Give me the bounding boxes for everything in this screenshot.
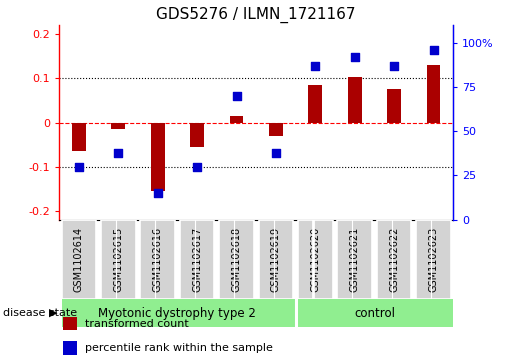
Text: Myotonic dystrophy type 2: Myotonic dystrophy type 2 xyxy=(98,307,256,319)
Bar xyxy=(426,65,440,122)
Bar xyxy=(337,220,372,299)
Text: control: control xyxy=(354,307,395,319)
Point xyxy=(351,54,359,60)
Text: GSM1102614: GSM1102614 xyxy=(74,227,84,292)
Text: transformed count: transformed count xyxy=(85,318,188,329)
Bar xyxy=(63,342,77,355)
Bar xyxy=(190,122,204,147)
Text: GSM1102618: GSM1102618 xyxy=(232,227,242,292)
Bar xyxy=(111,122,125,129)
Text: GSM1102615: GSM1102615 xyxy=(113,227,123,292)
Point xyxy=(114,150,123,155)
Text: GSM1102619: GSM1102619 xyxy=(271,227,281,292)
Bar xyxy=(387,89,401,122)
Bar xyxy=(219,220,254,299)
Bar xyxy=(230,116,244,122)
Text: GSM1102616: GSM1102616 xyxy=(153,227,163,292)
Bar xyxy=(416,220,451,299)
Bar xyxy=(141,220,175,299)
Bar xyxy=(180,220,214,299)
Text: disease state: disease state xyxy=(3,308,77,318)
Bar xyxy=(151,122,165,191)
Point xyxy=(75,164,83,170)
Text: GSM1102617: GSM1102617 xyxy=(192,227,202,292)
Text: GSM1102621: GSM1102621 xyxy=(350,227,359,292)
Text: ▶: ▶ xyxy=(49,308,58,318)
Point xyxy=(390,63,398,69)
Bar xyxy=(298,299,455,327)
Point xyxy=(430,47,438,53)
Point xyxy=(193,164,201,170)
Bar xyxy=(63,317,77,330)
Bar xyxy=(62,220,96,299)
Bar xyxy=(62,299,297,327)
Bar xyxy=(259,220,293,299)
Point xyxy=(272,150,280,155)
Bar xyxy=(308,85,322,122)
Bar xyxy=(101,220,135,299)
Bar xyxy=(298,220,333,299)
Point xyxy=(232,93,241,99)
Bar xyxy=(72,122,86,151)
Text: GSM1102622: GSM1102622 xyxy=(389,227,399,292)
Text: GSM1102620: GSM1102620 xyxy=(311,227,320,292)
Bar xyxy=(377,220,411,299)
Text: percentile rank within the sample: percentile rank within the sample xyxy=(85,343,273,353)
Bar xyxy=(348,77,362,122)
Point xyxy=(153,190,162,196)
Title: GDS5276 / ILMN_1721167: GDS5276 / ILMN_1721167 xyxy=(157,7,356,23)
Text: GSM1102623: GSM1102623 xyxy=(428,227,438,292)
Bar xyxy=(269,122,283,136)
Point xyxy=(311,63,319,69)
